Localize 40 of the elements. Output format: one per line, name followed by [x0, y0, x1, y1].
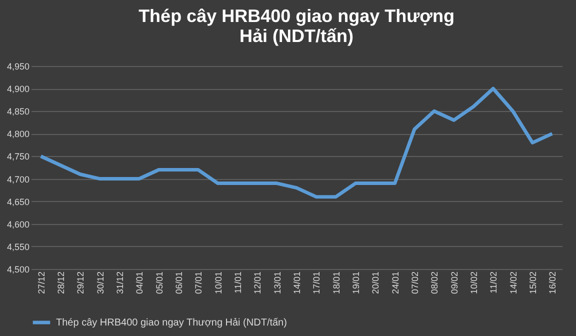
x-tick-label: 31/12 [115, 272, 125, 294]
line-series [39, 86, 554, 199]
x-tick-label: 04/01 [134, 272, 145, 294]
legend-label: Thép cây HRB400 giao ngay Thượng Hải (NDT/tấn) [56, 318, 287, 328]
x-tick-label: 20/01 [370, 272, 381, 294]
x-tick-label: 07/01 [194, 272, 204, 294]
chart-title: Thép cây HRB400 giao ngay Thượng Hải (NDT/tấn) [138, 6, 454, 46]
x-tick-label: 16/02 [548, 272, 558, 294]
x-tick-label: 08/02 [430, 272, 440, 294]
x-tick-label: 27/12 [36, 272, 46, 294]
x-tick-label: 14/02 [508, 272, 518, 294]
y-tick-label: 4,500 [6, 264, 30, 274]
x-tick-label: 09/02 [449, 272, 460, 294]
x-tick-label: 14/01 [292, 272, 302, 294]
x-tick-label: 30/12 [95, 272, 106, 294]
x-tick-label: 06/01 [174, 272, 184, 294]
y-tick-label: 4,900 [6, 84, 30, 94]
x-tick-label: 29/12 [76, 272, 86, 294]
x-tick-label: 07/02 [410, 272, 420, 294]
x-tick-label: 24/01 [390, 272, 400, 294]
x-tick-label: 10/02 [469, 272, 479, 294]
x-tick-label: 12/01 [252, 272, 263, 294]
x-tick-label: 18/01 [331, 272, 342, 294]
y-tick-label: 4,750 [6, 152, 30, 162]
y-tick-label: 4,700 [6, 174, 30, 184]
x-tick-label: 13/01 [272, 272, 282, 294]
x-tick-label: 11/02 [488, 272, 499, 294]
x-tick-label: 28/12 [56, 272, 66, 294]
y-tick-label: 4,850 [6, 106, 30, 117]
y-tick-label: 4,800 [6, 129, 30, 140]
x-tick-label: 11/01 [233, 272, 243, 294]
x-tick-label: 19/01 [351, 272, 361, 294]
y-tick-label: 4,650 [6, 196, 30, 207]
x-tick-label: 15/02 [528, 272, 538, 294]
x-tick-label: 05/01 [154, 272, 164, 294]
y-tick-label: 4,550 [6, 242, 30, 252]
x-tick-label: 17/01 [312, 272, 322, 294]
y-tick-label: 4,950 [6, 62, 30, 72]
x-tick-label: 10/01 [213, 272, 224, 294]
y-tick-label: 4,600 [6, 219, 30, 230]
